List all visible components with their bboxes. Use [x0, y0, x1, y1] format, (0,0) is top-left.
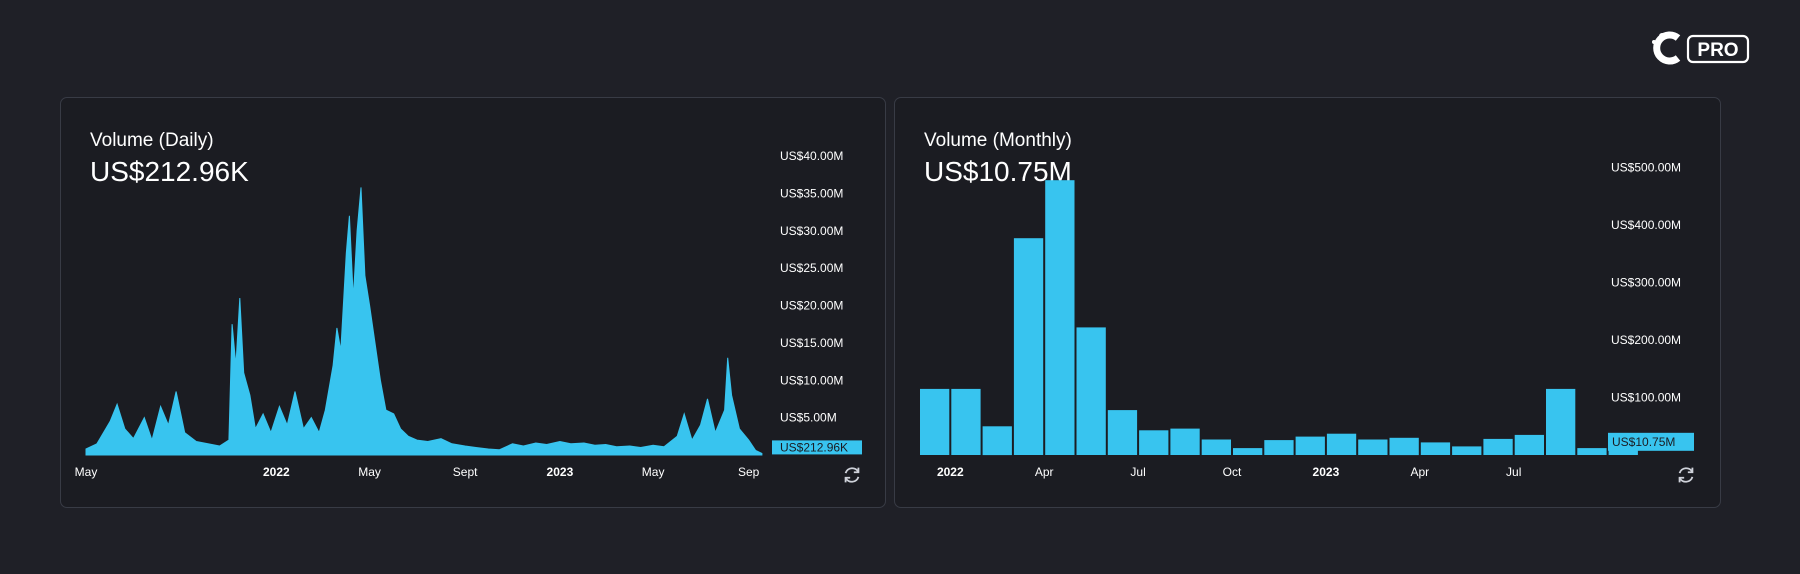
x-tick-label: May — [75, 465, 98, 479]
bar-2023-05[interactable] — [1452, 446, 1482, 455]
bar-2023-04[interactable] — [1420, 442, 1451, 455]
daily-volume-chart[interactable]: US$5.00M US$10.00M US$15.00M US$20.00M US$25… — [61, 98, 886, 508]
x-tick-label: 2022 — [937, 465, 964, 479]
bar-2022-04[interactable] — [1045, 180, 1075, 455]
x-tick-label: Apr — [1035, 465, 1054, 479]
current-value-badge — [772, 440, 862, 455]
x-tick-label: Apr — [1410, 465, 1429, 479]
refresh-icon[interactable] — [841, 464, 863, 486]
x-tick-label: May — [358, 465, 381, 479]
panel-value: US$212.96K — [90, 156, 249, 187]
bar-2023-06[interactable] — [1483, 438, 1513, 455]
monthly-volume-panel: Volume (Monthly) US$10.75M US$100.00M US$… — [894, 97, 1721, 508]
bar-2023-01[interactable] — [1326, 433, 1357, 455]
y-tick-label: US$40.00M — [780, 149, 843, 163]
y-tick-label: US$300.00M — [1611, 276, 1681, 290]
logo-text: PRO — [1697, 40, 1738, 61]
current-value-badge — [1608, 432, 1694, 451]
y-tick-label: US$100.00M — [1611, 391, 1681, 405]
bar-2023-03[interactable] — [1389, 437, 1419, 456]
y-tick-label: US$30.00M — [780, 224, 843, 238]
x-tick-label: Oct — [1223, 465, 1242, 479]
bar-2022-08[interactable] — [1170, 428, 1200, 455]
panel-title: Volume (Daily) — [90, 130, 214, 151]
x-tick-label: Sept — [453, 465, 478, 479]
x-tick-label: Sep — [738, 465, 760, 479]
y-tick-label: US$200.00M — [1611, 333, 1681, 347]
bar-2022-02[interactable] — [982, 426, 1012, 456]
daily-volume-panel: Volume (Daily) US$212.96K US$5.00M US$10.… — [60, 97, 886, 508]
bar-2023-08[interactable] — [1546, 388, 1576, 455]
x-tick-label: 2022 — [263, 465, 290, 479]
refresh-icon[interactable] — [1675, 464, 1697, 486]
y-tick-label: US$35.00M — [780, 186, 843, 200]
y-tick-label: US$20.00M — [780, 299, 843, 313]
bar-2023-02[interactable] — [1358, 439, 1388, 456]
bar-2023-09[interactable] — [1577, 448, 1607, 455]
monthly-volume-chart[interactable]: US$100.00M US$200.00M US$300.00M US$400.00M… — [895, 98, 1721, 508]
bar-2022-03[interactable] — [1013, 238, 1044, 455]
coingecko-pro-logo[interactable]: PRO — [1648, 30, 1750, 66]
bar-2023-07[interactable] — [1514, 434, 1544, 455]
x-tick-label: May — [642, 465, 665, 479]
panel-title: Volume (Monthly) — [924, 130, 1072, 151]
y-tick-label: US$25.00M — [780, 261, 843, 275]
y-tick-label: US$400.00M — [1611, 218, 1681, 232]
x-tick-label: 2023 — [1313, 465, 1340, 479]
x-tick-label: Jul — [1506, 465, 1521, 479]
x-tick-label: Jul — [1130, 465, 1145, 479]
bar-2022-07[interactable] — [1139, 430, 1169, 455]
bar-2022-10[interactable] — [1233, 448, 1263, 455]
y-tick-label: US$5.00M — [780, 411, 837, 425]
current-value-label: US$10.75M — [1612, 435, 1675, 449]
bar-2023-10[interactable] — [1608, 448, 1638, 455]
current-value-label: US$212.96K — [780, 440, 848, 454]
volume-area — [85, 187, 763, 456]
bar-2021-12[interactable] — [920, 388, 950, 455]
bar-2022-01[interactable] — [951, 388, 981, 455]
bar-2022-09[interactable] — [1201, 439, 1231, 456]
x-tick-label: 2023 — [547, 465, 574, 479]
y-tick-label: US$500.00M — [1611, 161, 1681, 175]
bar-2022-12[interactable] — [1295, 436, 1325, 455]
y-tick-label: US$10.00M — [780, 373, 843, 387]
y-tick-label: US$15.00M — [780, 336, 843, 350]
bar-2022-05[interactable] — [1076, 327, 1106, 455]
bar-2022-06[interactable] — [1107, 410, 1138, 455]
bar-2022-11[interactable] — [1264, 440, 1294, 455]
